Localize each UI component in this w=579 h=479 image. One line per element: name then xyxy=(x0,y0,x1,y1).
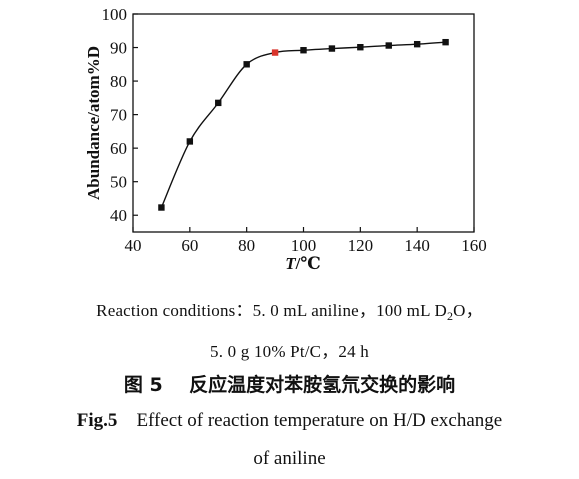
data-point xyxy=(158,204,165,211)
y-tick-label: 70 xyxy=(110,106,127,125)
y-axis-title: Abundance/atom%D xyxy=(84,46,103,200)
y-tick-label: 80 xyxy=(110,72,127,91)
x-tick-label: 40 xyxy=(125,236,142,255)
data-point xyxy=(413,40,421,48)
data-points xyxy=(158,38,449,211)
fit-curve xyxy=(160,41,446,208)
x-tick-label: 140 xyxy=(404,236,430,255)
conditions-text-2: 5. 0 g 10% Pt/C，24 h xyxy=(210,342,369,361)
data-point xyxy=(186,138,194,145)
plot-frame xyxy=(132,13,475,233)
x-tick-label: 60 xyxy=(181,236,198,255)
y-tick-label: 90 xyxy=(110,39,127,58)
x-tick-label: 120 xyxy=(348,236,374,255)
data-point xyxy=(385,42,392,49)
conditions-line-2: 5. 0 g 10% Pt/C，24 h xyxy=(0,337,579,362)
data-point xyxy=(243,61,250,68)
chinese-caption: 图 5 反应温度对苯胺氢氘交换的影响 xyxy=(0,370,579,397)
x-tick-label: 80 xyxy=(238,236,255,255)
x-axis-title: T/℃ xyxy=(285,254,320,273)
english-caption-line-1: Fig.5 Effect of reaction temperature on … xyxy=(0,410,579,432)
data-point xyxy=(271,49,279,56)
conditions-subscript: 2 xyxy=(446,309,454,323)
english-figure-label: Fig.5 xyxy=(76,410,118,431)
x-tick-label: 100 xyxy=(291,236,317,255)
chinese-figure-title: 反应温度对苯胺氢氘交换的影响 xyxy=(189,374,456,396)
english-figure-title-2: of aniline xyxy=(253,448,326,469)
axis-ticks: 40 60 80 100 120 140 160 40 50 60 70 80 90 100 xyxy=(102,5,487,255)
y-tick-label: 100 xyxy=(102,5,128,24)
english-figure-title: Effect of reaction temperature on H/D ex… xyxy=(136,410,503,431)
x-axis-title-unit: /℃ xyxy=(295,254,321,273)
data-point xyxy=(357,44,364,51)
x-tick-label: 160 xyxy=(461,236,487,255)
y-tick-label: 40 xyxy=(110,206,127,225)
data-point xyxy=(300,47,307,54)
chinese-figure-label: 图 5 xyxy=(123,374,163,396)
data-point xyxy=(328,45,336,52)
data-point xyxy=(215,99,222,107)
chart: 40 60 80 100 120 140 160 40 50 60 70 80 90 100 Abunda… xyxy=(84,5,487,273)
data-point xyxy=(442,38,449,46)
conditions-text-1: Reaction conditions：5. 0 mL aniline，100 … xyxy=(96,301,447,320)
x-axis-title-var: T xyxy=(285,254,296,273)
conditions-line-1: Reaction conditions：5. 0 mL aniline，100 … xyxy=(0,296,579,324)
y-tick-label: 60 xyxy=(110,139,127,158)
english-caption-line-2: of aniline xyxy=(0,448,579,470)
y-tick-label: 50 xyxy=(110,173,127,192)
conditions-text-1-end: O， xyxy=(453,301,483,320)
